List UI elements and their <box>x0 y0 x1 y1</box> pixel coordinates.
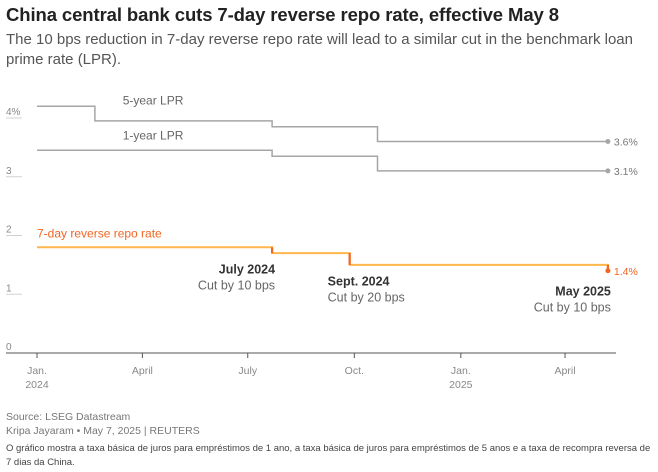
annotation-text: Cut by 10 bps <box>534 300 611 314</box>
series-end-label: 1.4% <box>614 266 638 278</box>
series-line <box>37 149 608 172</box>
series-line <box>37 105 608 143</box>
x-tick-label: April <box>132 365 153 377</box>
series-end-point <box>605 168 611 174</box>
annotation-text: Cut by 20 bps <box>328 290 405 304</box>
annotation-text: Cut by 10 bps <box>198 279 275 293</box>
x-tick-year-label: 2024 <box>25 379 49 391</box>
series-name-label: 1-year LPR <box>123 128 184 142</box>
chart-description: O gráfico mostra a taxa básica de juros … <box>6 443 651 468</box>
x-tick-label: Jan. <box>451 365 471 377</box>
series-end-label: 3.6% <box>614 137 638 149</box>
y-tick-label: 4% <box>6 107 21 118</box>
y-tick-label: 2 <box>6 225 12 236</box>
x-tick-label: Jan. <box>27 365 47 377</box>
y-tick-label: 1 <box>6 283 12 294</box>
source-note: Source: LSEG Datastream <box>6 411 131 423</box>
series-line <box>37 246 609 271</box>
series-end-label: 3.1% <box>614 166 638 178</box>
x-tick-label: April <box>555 365 576 377</box>
x-tick-label: July <box>238 365 257 377</box>
x-tick-label: Oct. <box>345 365 364 377</box>
series-end-point <box>605 139 611 144</box>
byline: Kripa Jayaram • May 7, 2025 | REUTERS <box>6 425 200 437</box>
annotation-title: July 2024 <box>219 263 275 277</box>
annotation-title: Sept. 2024 <box>328 274 390 288</box>
annotation-title: May 2025 <box>555 284 611 298</box>
series-name-label: 7-day reverse repo rate <box>37 226 162 240</box>
series-name-label: 5-year LPR <box>123 93 184 107</box>
x-tick-year-label: 2025 <box>449 379 473 391</box>
chart-title: China central bank cuts 7-day reverse re… <box>6 4 559 25</box>
series-end-point <box>605 268 611 274</box>
y-tick-label: 3 <box>6 166 12 177</box>
chart-subtitle: The 10 bps reduction in 7-day reverse re… <box>6 31 633 68</box>
y-tick-label: 0 <box>6 342 12 353</box>
